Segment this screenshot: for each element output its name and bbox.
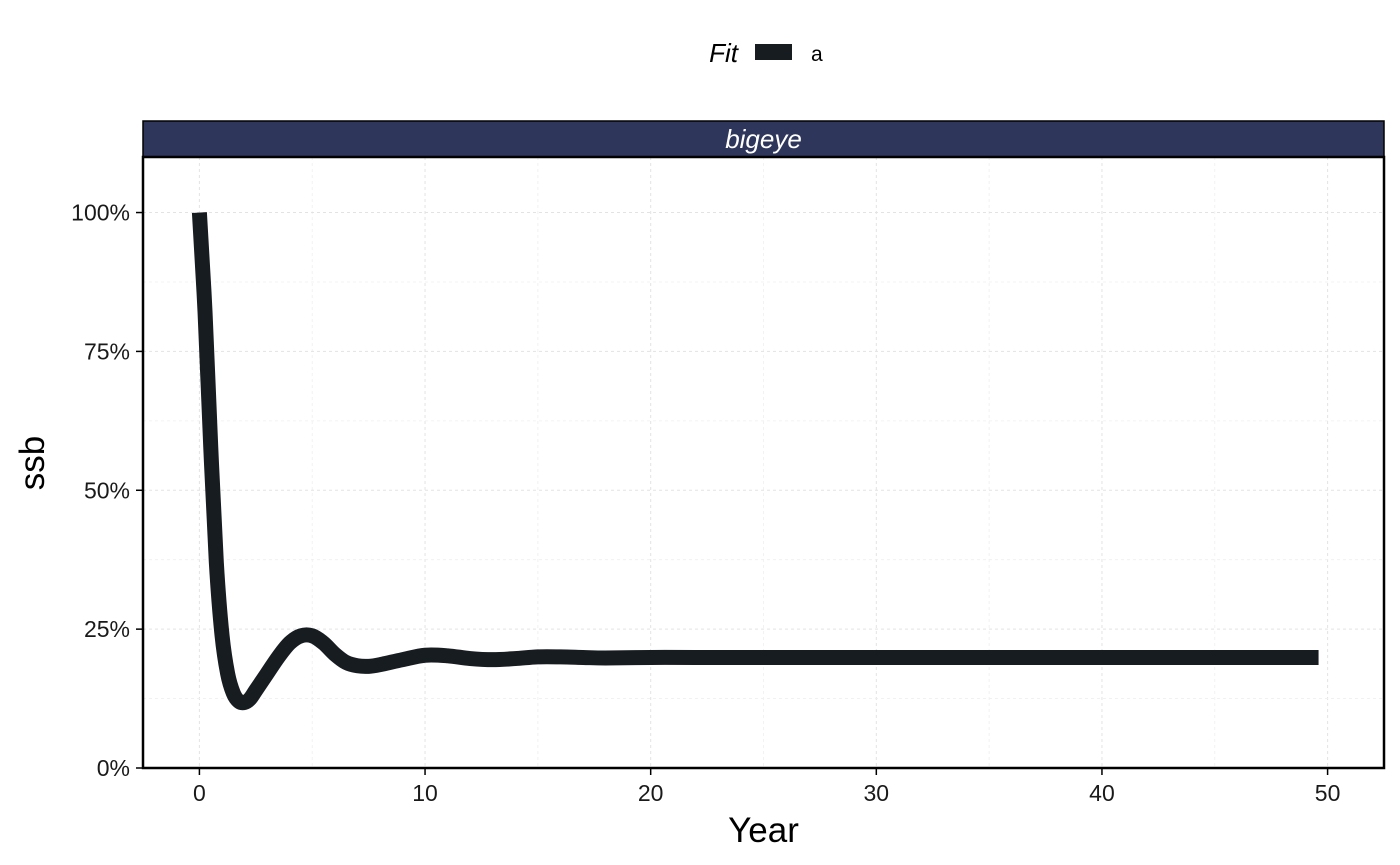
y-tick-label: 25% [84, 616, 130, 642]
series [191, 212, 1319, 711]
legend: Fit a [709, 38, 823, 68]
x-axis-title: Year [728, 811, 799, 850]
facet-strip-background [142, 120, 1385, 158]
panel-border [141, 155, 1386, 770]
x-tick-label: 40 [1089, 780, 1115, 806]
y-axis-title: ssb [13, 436, 52, 490]
y-tick-label: 75% [84, 338, 130, 364]
y-tick-label: 100% [71, 200, 130, 226]
x-tick-label: 20 [638, 780, 664, 806]
x-tick-label: 0 [193, 780, 206, 806]
facet-strip-label: bigeye [725, 124, 802, 154]
x-tick-label: 50 [1315, 780, 1341, 806]
x-axis: 0 10 20 30 40 50 [193, 768, 1340, 806]
x-tick-label: 10 [412, 780, 438, 806]
y-tick-label: 50% [84, 477, 130, 503]
legend-key-a [755, 44, 792, 60]
legend-title: Fit [709, 38, 740, 68]
y-tick-label: 0% [97, 755, 130, 781]
y-axis: 0% 25% 50% 75% 100% [71, 200, 143, 781]
legend-label-a: a [811, 43, 823, 66]
x-tick-label: 30 [864, 780, 890, 806]
series-line-a [191, 212, 1319, 711]
facet-strip: bigeye [142, 120, 1385, 158]
grid [143, 157, 1384, 769]
